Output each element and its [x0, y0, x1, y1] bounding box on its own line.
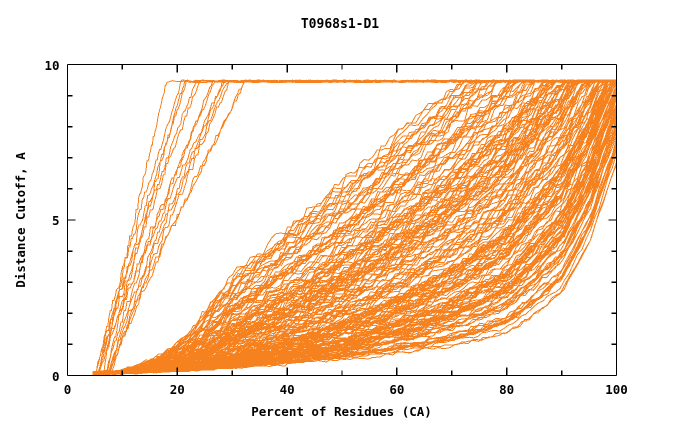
- data-curve: [98, 79, 617, 373]
- y-tick-label: 5: [51, 213, 60, 228]
- data-curve: [97, 79, 617, 375]
- y-tick-label: 0: [51, 368, 60, 384]
- x-tick-label: 0: [63, 381, 72, 397]
- x-tick-label: 80: [499, 381, 515, 397]
- axis-frame: [66, 63, 618, 377]
- data-curve: [105, 93, 617, 375]
- y-tick-label: 10: [44, 57, 60, 73]
- x-tick-label: 20: [169, 381, 185, 397]
- data-curve: [95, 80, 617, 375]
- data-curve: [96, 150, 617, 373]
- x-axis-label: Percent of Residues (CA): [251, 404, 432, 419]
- data-curve: [108, 79, 617, 375]
- data-curve: [99, 79, 617, 376]
- data-curve: [103, 79, 617, 374]
- data-curve: [98, 80, 617, 375]
- x-tick-label: 60: [389, 381, 405, 397]
- page-title: T0968s1-D1: [300, 17, 380, 32]
- data-curve: [99, 79, 617, 375]
- data-curve: [98, 79, 617, 375]
- x-tick-label: 100: [605, 381, 628, 397]
- data-curve: [96, 79, 617, 375]
- data-curve: [104, 80, 617, 375]
- data-curves: [92, 79, 617, 376]
- data-curve: [98, 79, 617, 375]
- data-curve: [97, 153, 617, 375]
- x-tick-label: 40: [279, 381, 295, 397]
